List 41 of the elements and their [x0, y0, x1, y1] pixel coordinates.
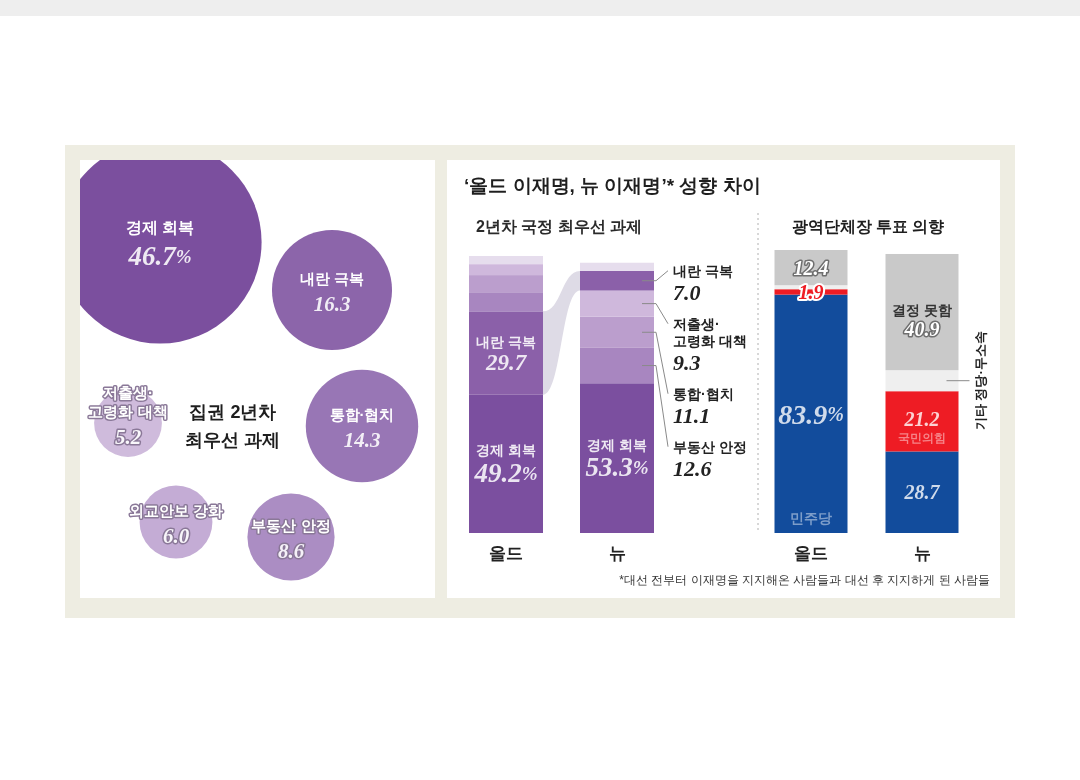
title: ‘올드 이재명, 뉴 이재명’* 성향 차이	[464, 174, 761, 196]
annotation: *대선 전부터 이재명을 지지해온 사람들과 대선 후 지지하게 된 사람들	[619, 573, 990, 587]
label: 기타 정당·무소속	[973, 331, 988, 431]
label: 결정 못함	[892, 302, 952, 319]
title: 광역단체장 투표 의향	[791, 217, 945, 235]
label: 경제 회복	[125, 218, 195, 236]
label: 통합·협치	[329, 405, 395, 423]
value: 49.2%	[474, 457, 538, 488]
value: 46.7%	[128, 241, 192, 271]
value: 53.3%	[585, 452, 649, 483]
category: 뉴	[913, 543, 931, 563]
value: 7.0	[673, 279, 701, 305]
value: 83.9%	[778, 398, 844, 430]
value: 9.3	[673, 349, 701, 375]
label: 경제 회복	[587, 436, 647, 453]
value: 12.6	[673, 455, 712, 481]
value: 29.7	[485, 349, 527, 375]
value: 8.6	[277, 539, 305, 563]
value: 14.3	[343, 428, 381, 452]
label: 민주당	[790, 510, 832, 526]
label: 내란 극복	[299, 269, 365, 287]
label: 경제 회복	[476, 442, 536, 459]
label: 국민의힘	[898, 431, 946, 446]
subtitle: 2년차 국정 최우선 과제	[476, 217, 643, 235]
title: 집권 2년차 최우선 과제	[185, 402, 281, 450]
value: 6.0	[162, 524, 190, 548]
category: 올드	[489, 543, 523, 563]
label: 내란 극복	[476, 333, 536, 350]
category: 올드	[794, 543, 828, 563]
value: 11.1	[673, 402, 711, 428]
label: 내란 극복	[673, 262, 733, 279]
value: 21.2	[904, 408, 940, 431]
category: 뉴	[608, 543, 626, 563]
label: 저출생· 고령화 대책	[673, 315, 747, 349]
label: 통합·협치	[673, 385, 734, 402]
label: 부동산 안정	[673, 438, 747, 455]
value: 12.4	[793, 256, 829, 279]
value: 28.7	[904, 481, 940, 504]
label: 부동산 안정	[251, 516, 331, 534]
value: 5.2	[114, 425, 142, 449]
value: 16.3	[313, 292, 351, 316]
